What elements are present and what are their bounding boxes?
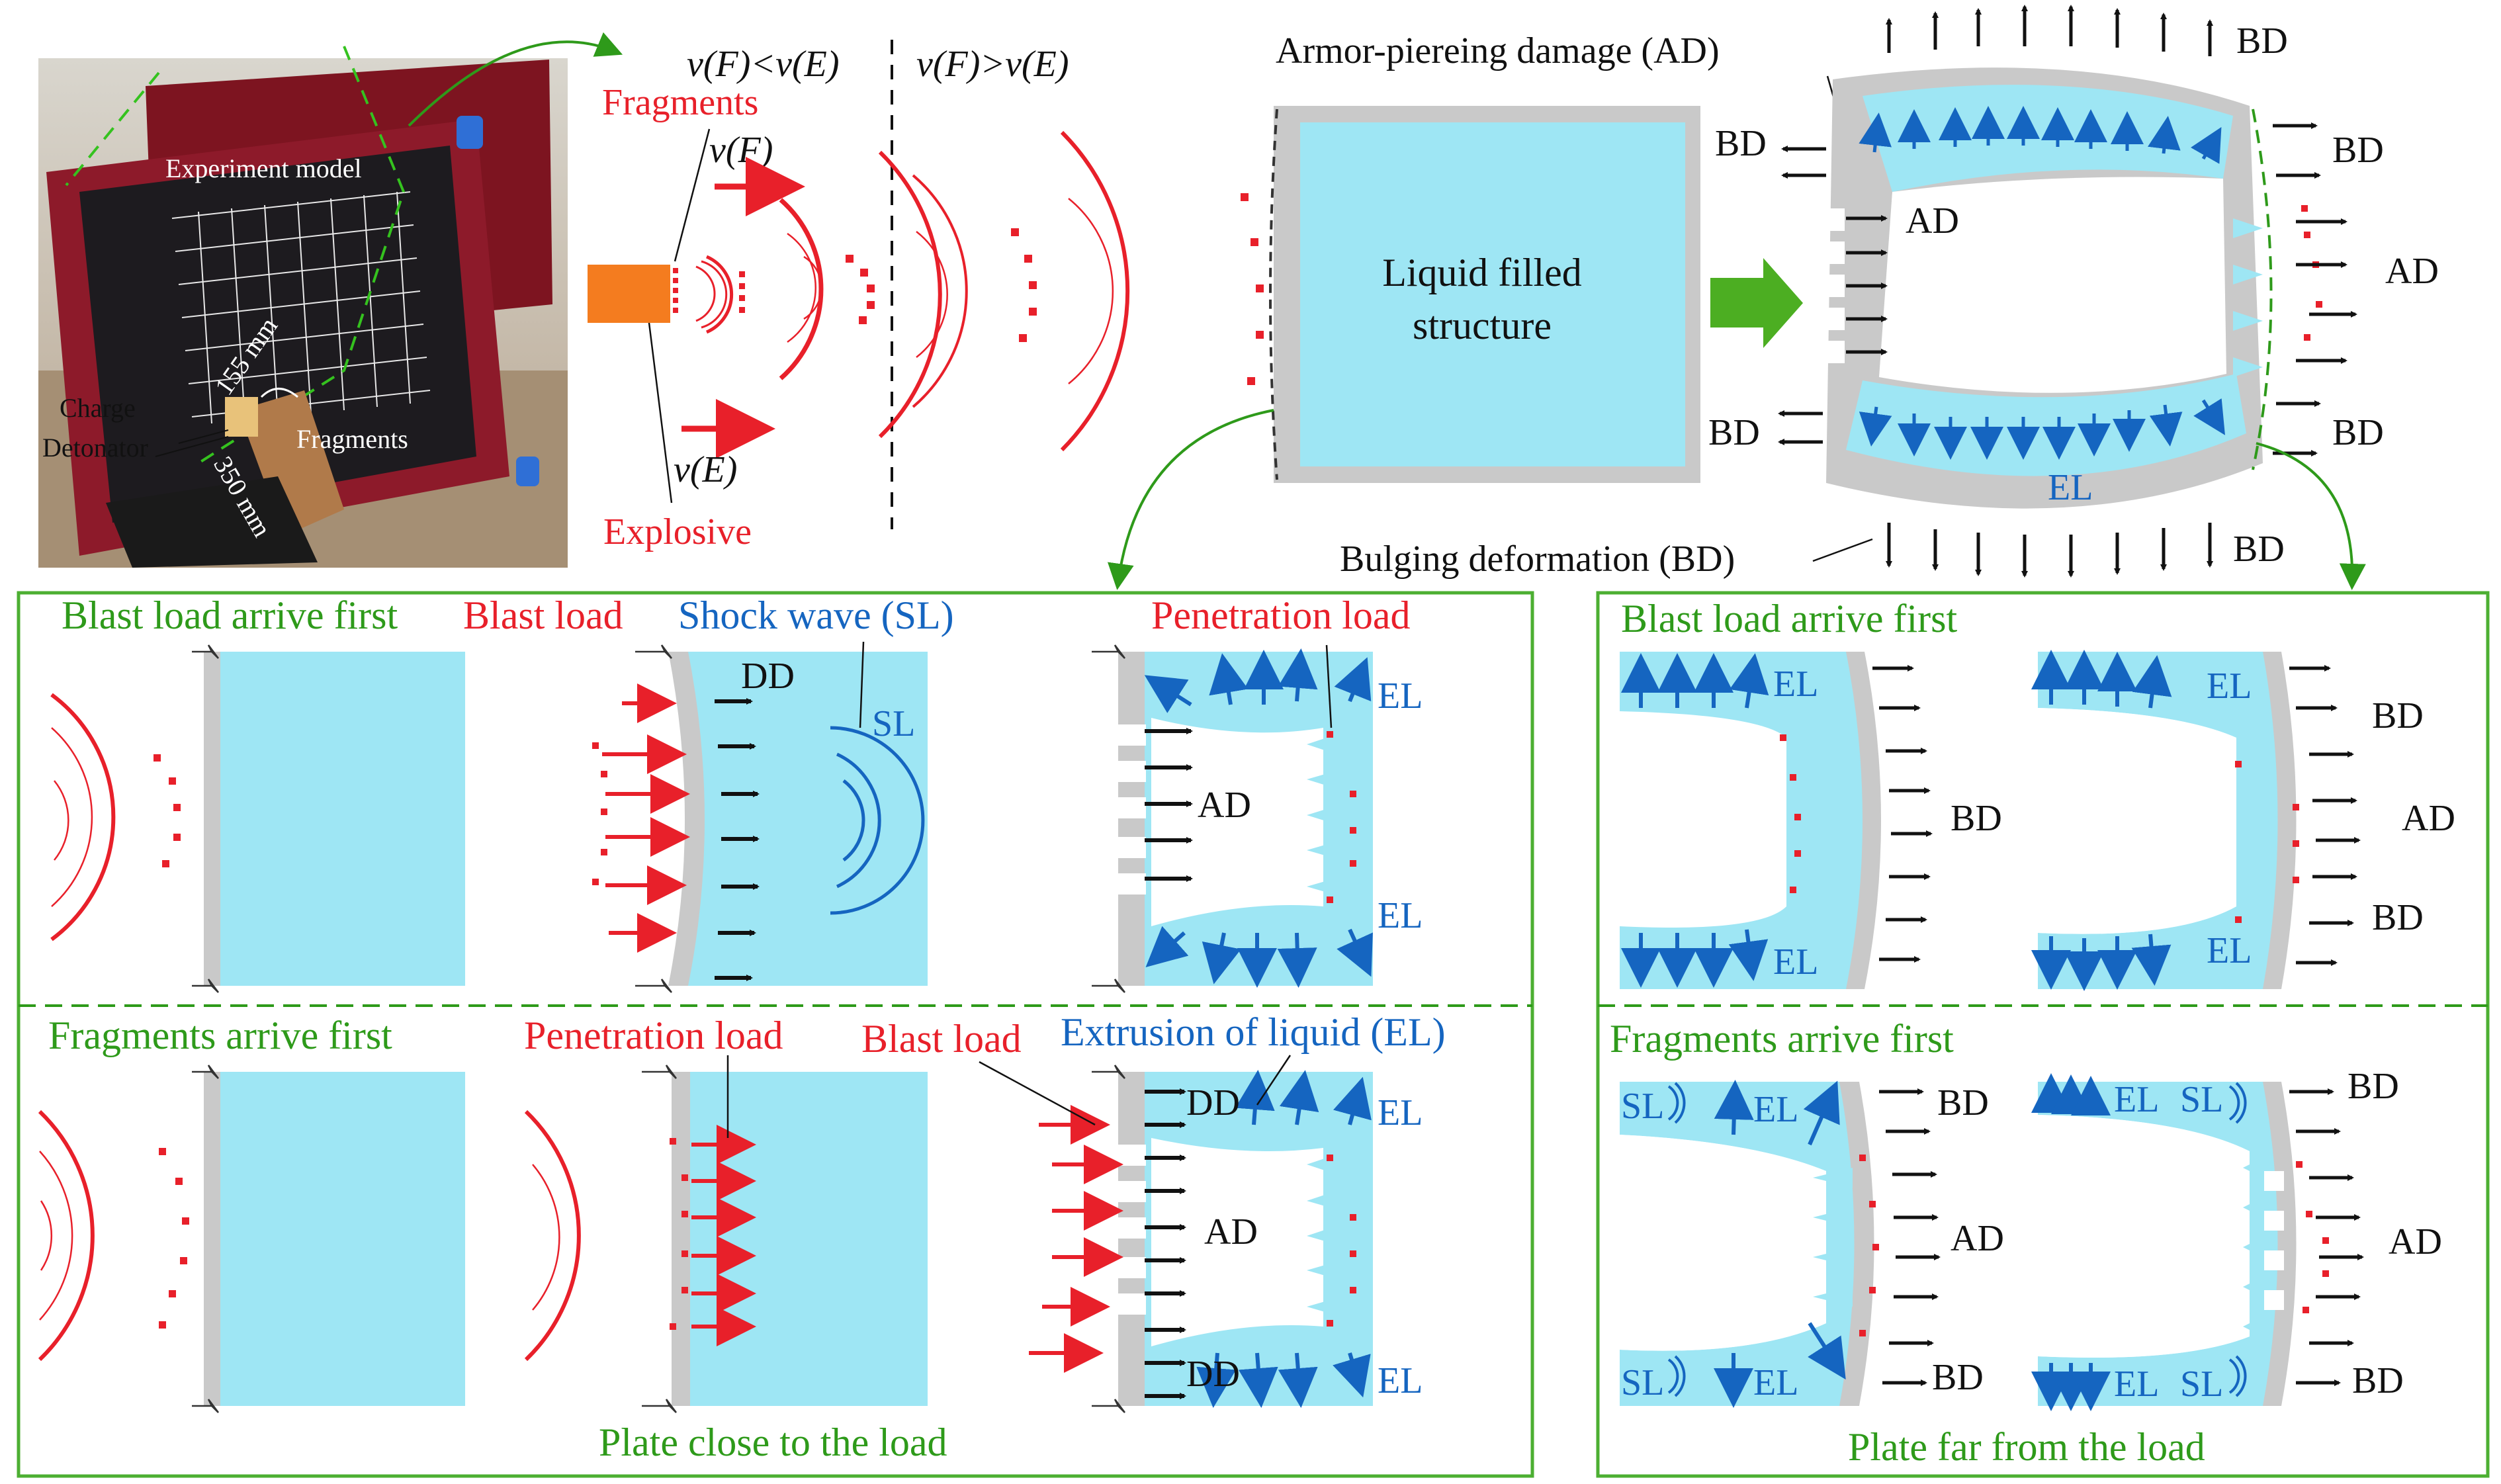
close-el-label-4: EL (1378, 1360, 1423, 1401)
close-penetration-label: Penetration load (1151, 593, 1411, 637)
close-ad-label-2: AD (1204, 1211, 1258, 1252)
close-blast-first-label: Blast load arrive first (62, 593, 398, 637)
far-bd-label-5: BD (1932, 1357, 1984, 1398)
far-cell-2: EL EL BD AD BD (2031, 650, 2455, 991)
fragments-label: Fragments (296, 424, 408, 454)
charge-label: Charge (60, 393, 136, 423)
explosive-title: Explosive (603, 511, 752, 552)
v-greater-label: v(F)>v(E) (916, 44, 1069, 85)
charge-block (588, 265, 670, 323)
far-panel-title: Plate far from the load (1848, 1425, 2205, 1469)
close-blast-load-label-2: Blast load (861, 1017, 1022, 1061)
close-cell-6: DD DD AD EL EL (979, 1055, 1423, 1413)
v-less-label: v(F)<v(E) (687, 44, 840, 85)
close-dd-label-3: DD (1186, 1354, 1240, 1395)
bd-label-top: BD (2236, 21, 2288, 62)
close-el-label-1: EL (1378, 676, 1423, 717)
close-ad-label-1: AD (1198, 785, 1251, 826)
far-blast-first-label: Blast load arrive first (1621, 597, 1958, 640)
far-bd-label-4: BD (1937, 1082, 1989, 1123)
far-el-label-5: EL (1753, 1089, 1798, 1130)
close-el-label-3: EL (1378, 1092, 1423, 1133)
structure-to-far-arrow (2256, 442, 2366, 590)
close-shock-wave-label: Shock wave (SL) (678, 593, 954, 637)
close-panel: Blast load arrive first Blast load Shock… (17, 591, 1534, 1478)
close-dd-label-2: DD (1186, 1082, 1240, 1123)
far-el-label-8: EL (2114, 1364, 2159, 1405)
close-cell-4 (38, 1065, 465, 1413)
el-label: EL (2048, 467, 2093, 508)
concept-row: v(F)<v(E) v(F)>v(E) Fragments v(F) v(E) … (588, 30, 1864, 590)
far-bd-label-2: BD (2372, 695, 2424, 736)
close-extrusion-label: Extrusion of liquid (EL) (1061, 1010, 1446, 1054)
far-el-label-1: EL (1773, 664, 1818, 705)
initial-wave (695, 255, 734, 334)
far-el-label-2: EL (1773, 941, 1818, 982)
vf-label: v(F) (709, 130, 773, 171)
far-el-label-7: EL (2114, 1079, 2159, 1120)
far-ad-label-1: AD (2402, 798, 2455, 839)
far-sl-label-2: SL (1621, 1362, 1664, 1403)
wave-stage-1 (779, 198, 824, 380)
close-sl-label: SL (872, 703, 915, 744)
experiment-photo: Experiment model Charge Detonator Fragme… (38, 46, 568, 568)
photo-to-concept-arrow (408, 32, 623, 127)
bd-label-left-bottom: BD (1708, 412, 1760, 453)
far-frag-first-label: Fragments arrive first (1610, 1017, 1954, 1061)
far-el-label-4: EL (2207, 930, 2252, 971)
ad-label-inner: AD (1906, 200, 1959, 241)
close-cell-1 (50, 644, 465, 993)
initial-fragments (673, 268, 745, 313)
far-ad-label-2: AD (1951, 1218, 2004, 1259)
wave-stage-3 (1060, 130, 1130, 452)
far-bd-label-7: BD (2352, 1360, 2404, 1401)
experiment-model-label: Experiment model (165, 153, 362, 183)
ve-label: v(E) (674, 449, 737, 490)
liquid-label-2: structure (1413, 304, 1552, 347)
far-bd-label-1: BD (1951, 798, 2002, 839)
far-sl-label-4: SL (2180, 1364, 2223, 1405)
fragments-title: Fragments (602, 82, 758, 123)
close-penetration-label-2: Penetration load (524, 1014, 783, 1057)
wave-stage-2 (878, 150, 968, 439)
bd-label-right-bottom: BD (2332, 412, 2384, 453)
far-cell-4: EL SL EL SL BD AD BD (2031, 1066, 2442, 1411)
far-bd-label-6: BD (2347, 1066, 2399, 1107)
ad-label-right: AD (2385, 251, 2439, 292)
transition-arrow (1710, 258, 1803, 348)
bd-label-right-top: BD (2332, 130, 2384, 171)
far-sl-label-3: SL (2180, 1079, 2223, 1120)
far-panel: Blast load arrive first Fragments arrive… (1596, 591, 2490, 1478)
close-blast-load-label: Blast load (463, 593, 623, 637)
close-el-label-2: EL (1378, 895, 1423, 936)
close-dd-label-1: DD (741, 656, 795, 697)
bd-label-bottom: BD (2233, 529, 2285, 570)
close-cell-3: AD EL EL (1092, 644, 1423, 993)
liquid-structure-fill (1300, 122, 1685, 466)
far-el-label-3: EL (2207, 666, 2252, 707)
close-cell-5 (524, 1055, 928, 1413)
close-cell-2: DD SL (592, 641, 928, 993)
concept-to-close-arrow (1107, 409, 1274, 590)
liquid-label-1: Liquid filled (1382, 251, 1582, 294)
target-grid (171, 191, 431, 424)
far-sl-label-1: SL (1621, 1086, 1664, 1127)
far-cell-3: SL EL SL EL BD AD BD (1620, 1080, 2004, 1408)
bd-definition-label: Bulging deformation (BD) (1340, 539, 1735, 580)
far-bd-label-3: BD (2372, 897, 2424, 938)
far-el-label-6: EL (1753, 1362, 1798, 1403)
deformed-structure: BD BD BD AD AD BD BD EL BD Bulging defor… (1340, 5, 2439, 590)
close-frag-first-label: Fragments arrive first (48, 1014, 392, 1057)
far-ad-label-3: AD (2389, 1221, 2442, 1262)
ad-definition-label: Armor-piereing damage (AD) (1276, 30, 1720, 71)
bd-label-left-top: BD (1715, 123, 1767, 164)
close-panel-title: Plate close to the load (599, 1420, 947, 1464)
far-cell-1: EL EL BD (1620, 652, 2002, 989)
detonator-label: Detonator (42, 433, 148, 462)
